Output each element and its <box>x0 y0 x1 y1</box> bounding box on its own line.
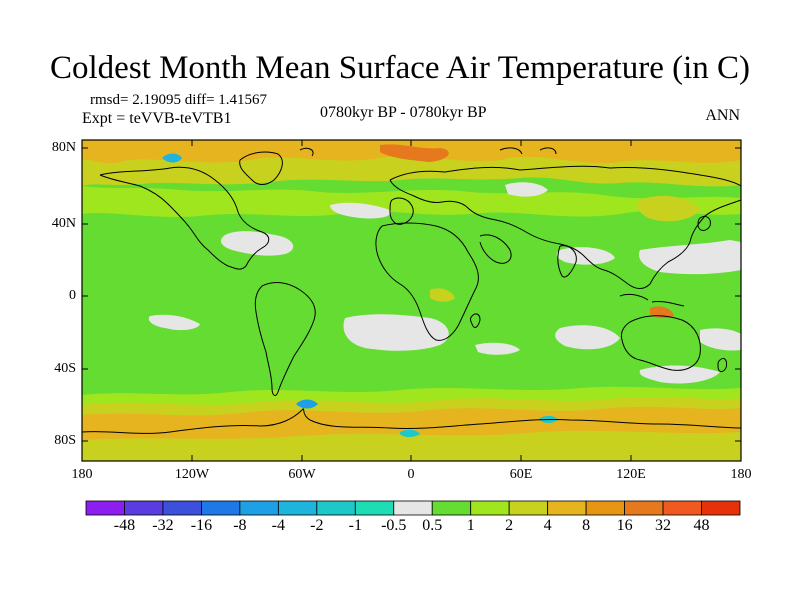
coast-indonesia <box>619 293 685 307</box>
colorbar-label: 16 <box>616 517 633 534</box>
colorbar-label: -32 <box>152 517 174 534</box>
lat-label-40n: 40N <box>51 216 76 231</box>
warm-patch-africa <box>430 288 455 302</box>
colorbar-box <box>239 500 279 516</box>
colorbar-label: 4 <box>543 517 552 534</box>
lon-label-180e: 180 <box>730 467 752 482</box>
coast-arctic-islands <box>299 147 557 157</box>
colorbar-box <box>277 500 318 516</box>
lon-label-120e: 120E <box>616 467 646 482</box>
coast-africa <box>375 222 479 341</box>
lat-label-80n: 80N <box>51 140 76 155</box>
coast-arabia-india <box>479 234 577 278</box>
colorbar-box <box>201 500 241 516</box>
period-label: 0780kyr BP - 0780kyr BP <box>320 104 487 121</box>
warm-patch-tibet <box>637 195 700 222</box>
colorbar-box <box>393 500 433 516</box>
colorbar-label: -1 <box>348 517 362 534</box>
colorbar-box <box>701 500 741 516</box>
greenland-cold-spot <box>162 153 182 163</box>
colorbar-box <box>162 500 202 516</box>
colorbar-label: 32 <box>655 517 672 534</box>
grey-patch-south-indian <box>475 342 520 355</box>
lat-label-0: 0 <box>69 288 76 303</box>
colorbar-box <box>124 500 164 516</box>
grey-patch-sahara <box>330 202 391 219</box>
temperature-field <box>82 140 741 461</box>
colorbar-label: -48 <box>113 517 136 534</box>
lon-label-120w: 120W <box>174 467 210 482</box>
stats-line: rmsd= 2.19095 diff= 1.41567 <box>90 92 268 108</box>
coast-madagascar <box>470 313 481 328</box>
coast-japan <box>697 215 711 231</box>
cold-spot-antarctic <box>400 429 420 437</box>
colorbar-label: 1 <box>466 517 475 534</box>
lon-label-0: 0 <box>407 467 415 482</box>
colorbar-box <box>662 500 702 516</box>
lat-label-80s: 80S <box>54 433 76 448</box>
coast-north-america <box>99 166 270 270</box>
colorbar-box <box>624 500 664 516</box>
colorbar-label: -4 <box>271 517 286 534</box>
lat-label-40s: 40S <box>54 361 76 376</box>
coast-south-america <box>254 282 316 396</box>
colorbar-label: 0.5 <box>422 517 443 534</box>
colorbar <box>85 500 741 516</box>
grey-patch-south-pacific <box>148 314 200 331</box>
grey-patch-west-siberia <box>505 182 548 197</box>
coast-antarctica <box>81 408 742 434</box>
colorbar-box <box>585 500 625 516</box>
lon-label-60e: 60E <box>509 467 533 482</box>
colorbar-box <box>85 500 125 516</box>
colorbar-box <box>470 500 510 516</box>
experiment-label: Expt = teVVB-teVTB1 <box>82 110 232 127</box>
colorbar-box <box>547 500 587 516</box>
grey-patch-north-atlantic <box>220 231 294 256</box>
coast-new-zealand <box>717 357 727 373</box>
grey-patch-tasman <box>700 328 741 351</box>
colorbar-box <box>354 500 395 516</box>
map-title: Coldest Month Mean Surface Air Temperatu… <box>50 50 750 86</box>
colorbar-box <box>508 500 549 516</box>
coastlines <box>81 147 742 434</box>
colorbar-box <box>316 500 356 516</box>
coast-europe <box>389 197 414 225</box>
colorbar-label: -0.5 <box>381 517 407 534</box>
colorbar-label: -2 <box>310 517 324 534</box>
coast-greenland <box>239 151 283 185</box>
colorbar-label: -8 <box>233 517 247 534</box>
coast-eurasia <box>389 165 742 289</box>
grey-patch-southern-ocean <box>639 365 720 384</box>
coast-australia <box>621 315 701 371</box>
colorbar-label: 2 <box>505 517 514 534</box>
antarctic-coast-band <box>82 430 741 461</box>
cold-spot-drake <box>296 399 318 409</box>
grey-patch-south-atlantic <box>343 314 449 351</box>
colorbar-label: 8 <box>582 517 591 534</box>
colorbar-box <box>431 500 472 516</box>
season-label: ANN <box>705 107 740 124</box>
colorbar-label: -16 <box>190 517 213 534</box>
axis-ticks <box>82 140 741 461</box>
grey-patch-asia <box>556 247 615 265</box>
arctic-red-patch <box>380 144 449 162</box>
northern-lime-band <box>82 186 741 217</box>
grey-patch-indian-ocean <box>555 325 620 350</box>
colorbar-label: 48 <box>693 517 710 534</box>
grey-patch-west-pacific <box>639 240 741 275</box>
lon-label-180w: 180 <box>71 467 93 482</box>
lon-label-60w: 60W <box>288 467 316 482</box>
